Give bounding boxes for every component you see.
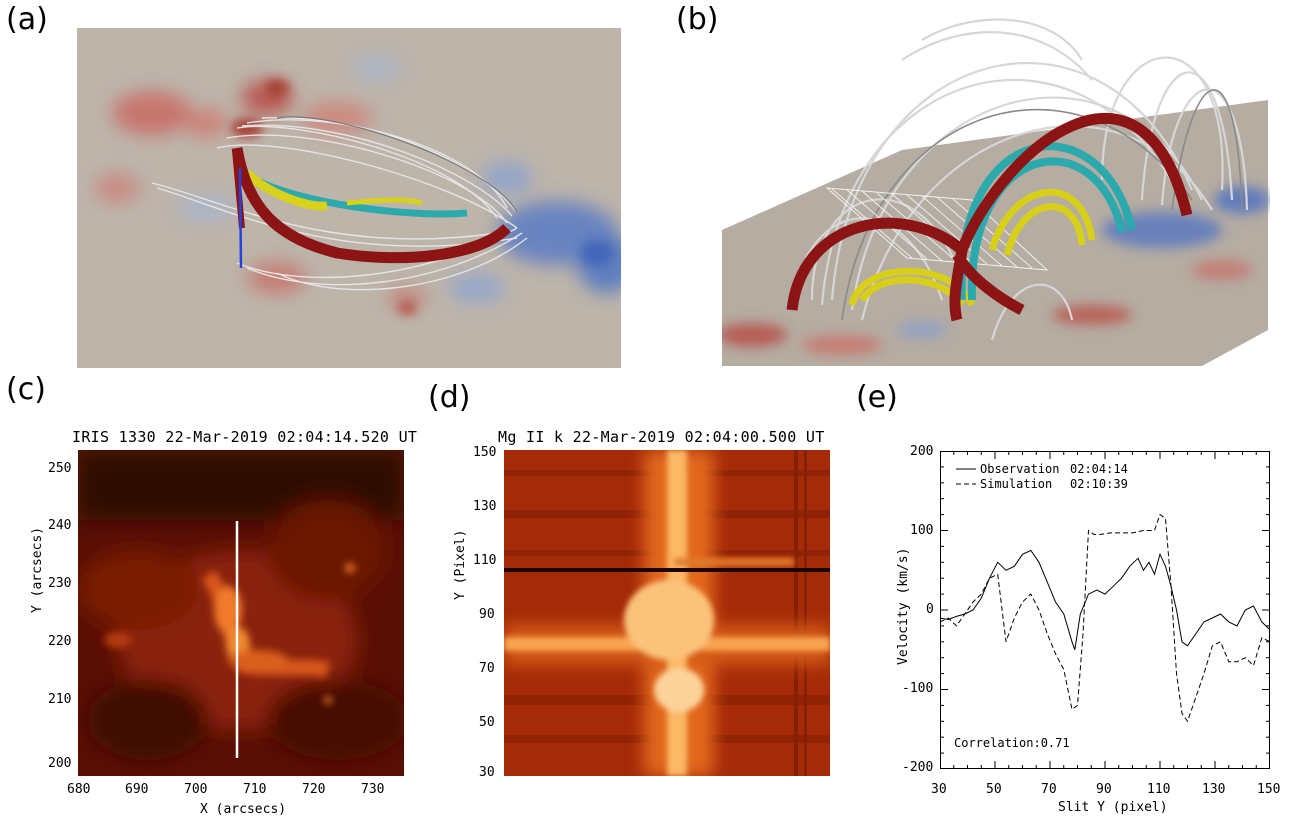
panel-d-image	[504, 450, 830, 776]
panel-e-chart: Observation 02:04:14 Simulation 02:10:39…	[940, 451, 1270, 769]
panel-e-ytick: 200	[910, 444, 934, 459]
panel-d-spectrum	[504, 450, 830, 776]
series-line-simulation	[940, 513, 1270, 723]
legend-simulation-name: Simulation	[980, 477, 1052, 491]
panel-e-xtick: 70	[1041, 782, 1057, 797]
panel-b-image	[722, 18, 1270, 366]
spectrum-dark-line	[504, 568, 830, 572]
panel-c-ytick: 240	[48, 518, 72, 533]
panel-d-ylabel: Y (Pixel)	[453, 529, 468, 600]
panel-c-xtick: 730	[361, 782, 385, 797]
panel-a-magnetogram	[77, 28, 621, 368]
panel-e-ytick: -100	[902, 681, 934, 696]
panel-d-ytick: 30	[479, 765, 495, 780]
velocity-chart-svg: Observation 02:04:14 Simulation 02:10:39…	[940, 451, 1270, 769]
panel-c-iris-image	[78, 450, 404, 776]
panel-c-ytick: 250	[48, 461, 72, 476]
panel-c-xtick: 690	[125, 782, 149, 797]
panel-c-ytick: 220	[48, 634, 72, 649]
panel-c-ytick: 230	[48, 576, 72, 591]
panel-c-title: IRIS 1330 22-Mar-2019 02:04:14.520 UT	[72, 428, 418, 446]
panel-e-xtick: 30	[931, 782, 947, 797]
panel-d-ytick: 110	[473, 553, 497, 568]
panel-d-ytick: 130	[473, 499, 497, 514]
legend-observation-name: Observation	[980, 462, 1059, 476]
correlation-annotation: Correlation:0.71	[954, 736, 1070, 750]
panel-e-xtick: 150	[1257, 782, 1281, 797]
panel-e-xtick: 90	[1096, 782, 1112, 797]
panel-c-xtick: 700	[184, 782, 208, 797]
panel-label-e: (e)	[856, 380, 898, 415]
panel-c-image	[78, 450, 404, 776]
panel-d-ytick: 70	[479, 661, 495, 676]
panel-c-xtick: 720	[302, 782, 326, 797]
panel-e-ylabel: Velocity (km/s)	[896, 547, 911, 665]
panel-label-d: (d)	[428, 380, 471, 415]
panel-d-title: Mg II k 22-Mar-2019 02:04:00.500 UT	[498, 428, 825, 446]
panel-e-xtick: 130	[1202, 782, 1226, 797]
panel-label-a: (a)	[6, 2, 48, 37]
panel-c-ytick: 210	[48, 692, 72, 707]
legend-simulation-time: 02:10:39	[1070, 477, 1128, 491]
panel-c-xtick: 680	[67, 782, 91, 797]
panel-e-xtick: 50	[986, 782, 1002, 797]
panel-e-xlabel: Slit Y (pixel)	[1058, 800, 1168, 815]
panel-e-ytick: 0	[926, 602, 934, 617]
panel-d-ytick: 50	[479, 715, 495, 730]
panel-c-xtick: 710	[243, 782, 267, 797]
legend-observation-time: 02:04:14	[1070, 462, 1128, 476]
panel-c-xlabel: X (arcsecs)	[200, 802, 287, 817]
panel-label-b: (b)	[676, 2, 719, 37]
panel-label-c: (c)	[6, 372, 46, 407]
panel-c-ytick: 200	[48, 756, 72, 771]
panel-e-xtick: 110	[1147, 782, 1171, 797]
series-line-observation	[940, 549, 1270, 650]
panel-e-ytick: -200	[902, 760, 934, 775]
panel-d-ytick: 150	[473, 445, 497, 460]
panel-a-image	[77, 28, 621, 368]
panel-e-ytick: 100	[910, 523, 934, 538]
panel-b-3d-view	[722, 0, 1270, 366]
panel-d-ytick: 90	[479, 607, 495, 622]
panel-c-ylabel: Y (arcsecs)	[30, 526, 45, 613]
